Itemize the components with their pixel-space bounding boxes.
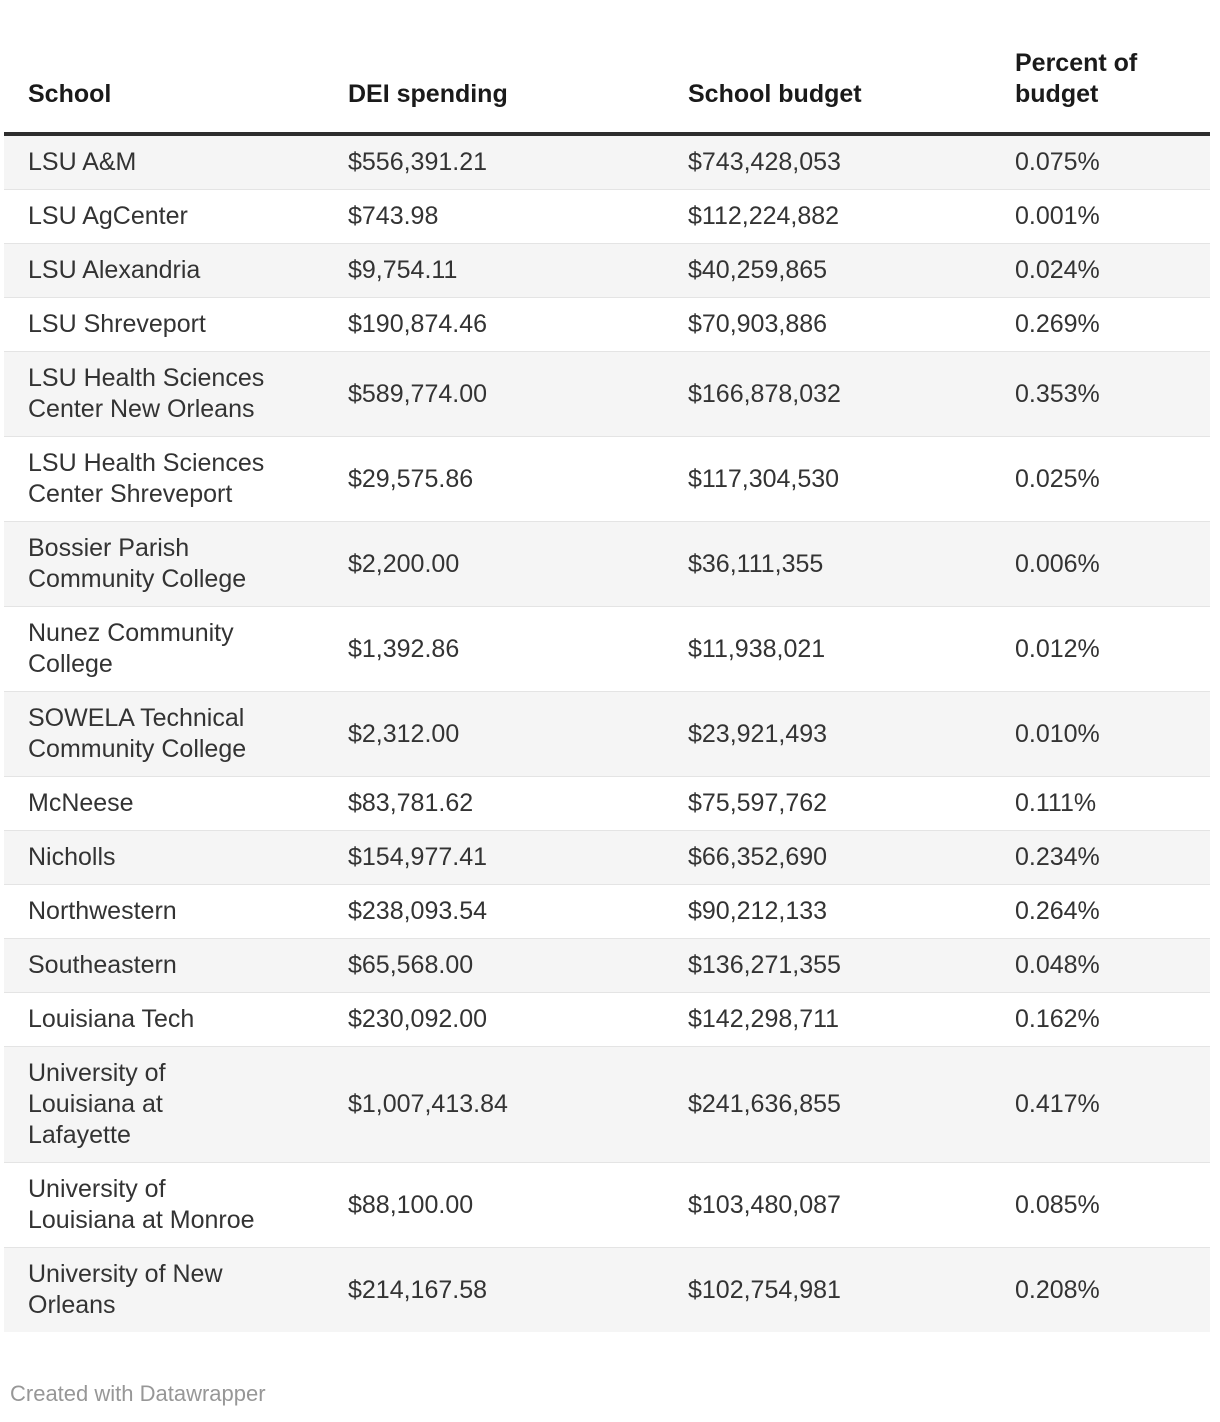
school-cell: McNeese	[28, 789, 134, 817]
school-cell: Northwestern	[28, 897, 177, 925]
percent-of-budget-cell: 0.264%	[1015, 897, 1100, 925]
percent-of-budget-cell: 0.025%	[1015, 464, 1100, 493]
school-cell: Southeastern	[28, 951, 177, 979]
percent-of-budget-cell: 0.353%	[1015, 379, 1100, 408]
dei-spending-cell: $190,874.46	[348, 310, 488, 338]
school-cell: SOWELA Technical Community College	[28, 704, 247, 763]
school-budget-cell: $166,878,032	[688, 379, 841, 408]
school-budget-cell: $743,428,053	[688, 148, 841, 176]
dei-spending-cell: $65,568.00	[348, 951, 474, 979]
school-budget-cell: $11,938,021	[688, 634, 826, 663]
school-cell: University of Louisiana at Lafayette	[28, 1059, 166, 1149]
table-row: LSU Shreveport $190,874.46 $70,903,886 0…	[4, 297, 1210, 352]
table-row: LSU Health Sciences Center New Orleans $…	[4, 351, 1210, 437]
table-row: LSU Alexandria $9,754.11 $40,259,865 0.0…	[4, 243, 1210, 298]
school-cell: LSU Health Sciences Center Shreveport	[28, 449, 265, 508]
percent-of-budget-cell: 0.075%	[1015, 148, 1100, 176]
school-cell: University of New Orleans	[28, 1260, 223, 1319]
dei-spending-cell: $238,093.54	[348, 897, 488, 925]
percent-of-budget-cell: 0.111%	[1015, 789, 1097, 817]
dei-spending-cell: $1,007,413.84	[348, 1090, 508, 1118]
column-header-school: School	[4, 0, 324, 136]
dei-spending-cell: $2,200.00	[348, 549, 460, 578]
dei-spending-cell: $2,312.00	[348, 719, 460, 748]
percent-of-budget-cell: 0.006%	[1015, 549, 1100, 578]
school-budget-cell: $142,298,711	[688, 1005, 840, 1033]
school-cell: LSU A&M	[28, 148, 137, 176]
table-row: LSU A&M $556,391.21 $743,428,053 0.075%	[4, 134, 1210, 190]
school-budget-cell: $66,352,690	[688, 843, 828, 871]
school-cell: LSU Health Sciences Center New Orleans	[28, 364, 265, 423]
dei-spending-cell: $83,781.62	[348, 789, 474, 817]
percent-of-budget-cell: 0.208%	[1015, 1275, 1100, 1304]
dei-spending-cell: $230,092.00	[348, 1005, 488, 1033]
table-container: School DEI spending School budget Percen…	[4, 0, 1210, 1332]
percent-of-budget-cell: 0.234%	[1015, 843, 1100, 871]
attribution-footer: Created with Datawrapper	[10, 1380, 1220, 1422]
table-row: Nicholls $154,977.41 $66,352,690 0.234%	[4, 830, 1210, 885]
dei-spending-cell: $589,774.00	[348, 379, 488, 408]
school-budget-cell: $36,111,355	[688, 549, 824, 578]
school-budget-cell: $40,259,865	[688, 256, 828, 284]
table-row: Louisiana Tech $230,092.00 $142,298,711 …	[4, 992, 1210, 1047]
school-budget-cell: $90,212,133	[688, 897, 828, 925]
table-row: Bossier Parish Community College $2,200.…	[4, 521, 1210, 607]
table-row: Nunez Community College $1,392.86 $11,93…	[4, 606, 1210, 692]
table-row: LSU Health Sciences Center Shreveport $2…	[4, 436, 1210, 522]
header-row: School DEI spending School budget Percen…	[4, 0, 1210, 136]
school-cell: LSU Shreveport	[28, 310, 206, 338]
dei-spending-cell: $9,754.11	[348, 256, 458, 284]
table-row: McNeese $83,781.62 $75,597,762 0.111%	[4, 776, 1210, 831]
table-row: Northwestern $238,093.54 $90,212,133 0.2…	[4, 884, 1210, 939]
school-cell: LSU AgCenter	[28, 202, 188, 230]
dei-spending-cell: $743.98	[348, 202, 439, 230]
school-budget-cell: $102,754,981	[688, 1275, 841, 1304]
dei-spending-cell: $154,977.41	[348, 843, 488, 871]
percent-of-budget-cell: 0.001%	[1015, 202, 1100, 230]
percent-of-budget-cell: 0.048%	[1015, 951, 1100, 979]
table-row: SOWELA Technical Community College $2,31…	[4, 691, 1210, 777]
school-budget-cell: $75,597,762	[688, 789, 828, 817]
school-cell: Nunez Community College	[28, 619, 234, 678]
percent-of-budget-cell: 0.085%	[1015, 1190, 1100, 1219]
school-cell: Bossier Parish Community College	[28, 534, 247, 593]
dei-spending-cell: $1,392.86	[348, 634, 460, 663]
school-cell: University of Louisiana at Monroe	[28, 1175, 255, 1234]
school-cell: Louisiana Tech	[28, 1005, 195, 1033]
table-row: LSU AgCenter $743.98 $112,224,882 0.001%	[4, 189, 1210, 244]
school-budget-cell: $112,224,882	[688, 202, 840, 230]
dei-spending-cell: $214,167.58	[348, 1275, 488, 1304]
dei-spending-cell: $29,575.86	[348, 464, 474, 493]
datawrapper-credit-link[interactable]: Created with Datawrapper	[10, 1381, 266, 1406]
percent-of-budget-cell: 0.012%	[1015, 634, 1100, 663]
table-header: School DEI spending School budget Percen…	[4, 0, 1210, 136]
dei-spending-cell: $88,100.00	[348, 1190, 474, 1219]
table-body: LSU A&M $556,391.21 $743,428,053 0.075% …	[4, 134, 1210, 1332]
percent-of-budget-cell: 0.162%	[1015, 1005, 1100, 1033]
school-budget-cell: $23,921,493	[688, 719, 828, 748]
school-budget-cell: $103,480,087	[688, 1190, 841, 1219]
school-budget-cell: $117,304,530	[688, 464, 840, 493]
percent-of-budget-cell: 0.024%	[1015, 256, 1100, 284]
table-row: University of Louisiana at Lafayette $1,…	[4, 1046, 1210, 1163]
dei-spending-cell: $556,391.21	[348, 148, 488, 176]
school-budget-cell: $70,903,886	[688, 310, 828, 338]
school-cell: Nicholls	[28, 843, 116, 871]
table-row: University of Louisiana at Monroe $88,10…	[4, 1162, 1210, 1248]
column-header-school-budget: School budget	[664, 0, 991, 136]
percent-of-budget-cell: 0.417%	[1015, 1090, 1100, 1118]
data-table: School DEI spending School budget Percen…	[4, 0, 1210, 1332]
school-cell: LSU Alexandria	[28, 256, 201, 284]
school-budget-cell: $241,636,855	[688, 1090, 841, 1118]
table-row: University of New Orleans $214,167.58 $1…	[4, 1247, 1210, 1332]
table-row: Southeastern $65,568.00 $136,271,355 0.0…	[4, 938, 1210, 993]
percent-of-budget-cell: 0.010%	[1015, 719, 1100, 748]
column-header-percent-of-budget: Percent of budget	[991, 0, 1210, 136]
percent-of-budget-cell: 0.269%	[1015, 310, 1100, 338]
school-budget-cell: $136,271,355	[688, 951, 841, 979]
column-header-dei-spending: DEI spending	[324, 0, 664, 136]
